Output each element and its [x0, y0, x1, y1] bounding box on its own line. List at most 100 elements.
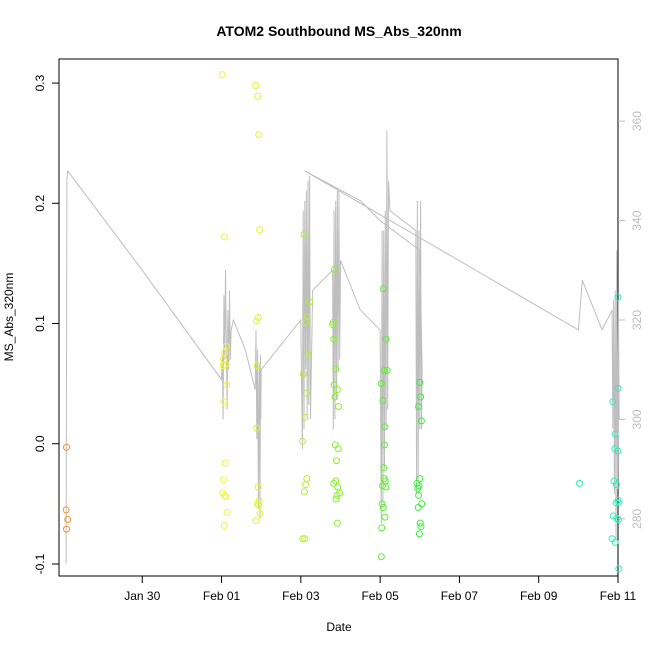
y2-tick-label: 300	[630, 409, 644, 429]
data-point	[417, 393, 425, 401]
data-point	[252, 317, 260, 325]
data-point	[612, 481, 620, 489]
data-point	[382, 483, 390, 491]
data-point	[330, 479, 338, 487]
x-tick-label: Feb 09	[520, 589, 558, 603]
data-point	[332, 495, 340, 503]
data-point	[414, 484, 422, 492]
data-point	[220, 398, 228, 406]
data-point	[301, 413, 309, 421]
data-point	[383, 366, 391, 374]
data-point	[301, 535, 309, 543]
data-point	[335, 403, 342, 410]
data-point	[220, 522, 228, 529]
data-point	[379, 397, 387, 404]
x-tick-label: Feb 07	[441, 589, 479, 603]
data-point	[253, 362, 261, 370]
data-point	[253, 500, 261, 508]
data-point	[253, 424, 261, 432]
data-point	[254, 483, 262, 491]
y2-tick-label: 320	[630, 310, 644, 330]
data-point	[220, 476, 227, 484]
data-point	[380, 366, 388, 374]
y-axis-label: MS_Abs_320nm	[2, 273, 16, 362]
data-point	[221, 491, 229, 499]
data-point	[256, 510, 264, 517]
data-point	[332, 365, 340, 373]
data-point	[416, 378, 424, 386]
data-point	[333, 491, 341, 499]
data-point	[300, 231, 308, 238]
data-point	[302, 389, 310, 397]
y-tick-label: 0.1	[33, 315, 47, 332]
secondary-line	[65, 131, 620, 564]
secondary-line-layer	[65, 131, 620, 564]
x-axis-label: Date	[326, 620, 352, 634]
data-point	[382, 335, 390, 343]
data-point	[418, 500, 426, 508]
data-point	[330, 335, 338, 343]
data-point	[222, 493, 230, 501]
data-point	[378, 524, 386, 532]
data-point	[254, 314, 262, 321]
data-point	[614, 293, 622, 301]
data-point	[220, 233, 228, 241]
data-point	[302, 318, 310, 326]
data-points-layer	[62, 71, 623, 573]
data-point	[298, 437, 306, 445]
data-point	[610, 477, 618, 485]
data-point	[333, 457, 340, 465]
x-tick-label: Feb 01	[203, 589, 241, 603]
data-point	[381, 423, 389, 431]
data-point	[415, 530, 423, 538]
data-point	[614, 384, 622, 392]
y-tick-label: -0.1	[33, 553, 47, 574]
y2-tick-label: 280	[630, 508, 644, 528]
data-point	[304, 350, 312, 358]
data-point	[378, 500, 386, 508]
data-point	[256, 226, 264, 234]
data-point	[333, 519, 341, 527]
x-tick-label: Feb 05	[361, 589, 399, 603]
data-point	[299, 535, 307, 543]
y-tick-label: 0.0	[33, 435, 47, 452]
data-point	[380, 464, 388, 472]
data-point	[329, 321, 337, 329]
data-point	[415, 403, 423, 410]
data-point	[62, 506, 70, 514]
data-point	[609, 398, 617, 406]
data-point	[379, 285, 387, 293]
data-point	[379, 482, 386, 490]
data-point	[223, 381, 231, 389]
data-point	[377, 380, 385, 388]
data-point	[254, 92, 262, 100]
data-point	[614, 516, 622, 523]
y-tick-label: 0.2	[33, 195, 47, 212]
data-point	[381, 441, 388, 449]
data-point	[416, 519, 424, 527]
data-point	[252, 517, 260, 525]
data-point	[300, 488, 308, 496]
data-point	[330, 381, 338, 389]
data-point	[223, 508, 231, 516]
data-point	[218, 71, 226, 79]
data-point	[299, 370, 307, 378]
data-point	[63, 525, 70, 533]
data-point	[613, 514, 621, 522]
data-point	[334, 445, 342, 453]
data-point	[331, 393, 339, 401]
data-point	[612, 499, 620, 507]
data-point	[63, 443, 70, 451]
data-point	[302, 481, 310, 489]
data-point	[609, 512, 617, 520]
data-point	[255, 496, 263, 504]
data-point	[417, 523, 425, 531]
data-point	[334, 483, 342, 491]
data-point	[221, 459, 229, 467]
data-point	[377, 553, 385, 561]
data-point	[219, 362, 227, 370]
data-point	[64, 516, 72, 523]
data-point	[611, 538, 619, 546]
